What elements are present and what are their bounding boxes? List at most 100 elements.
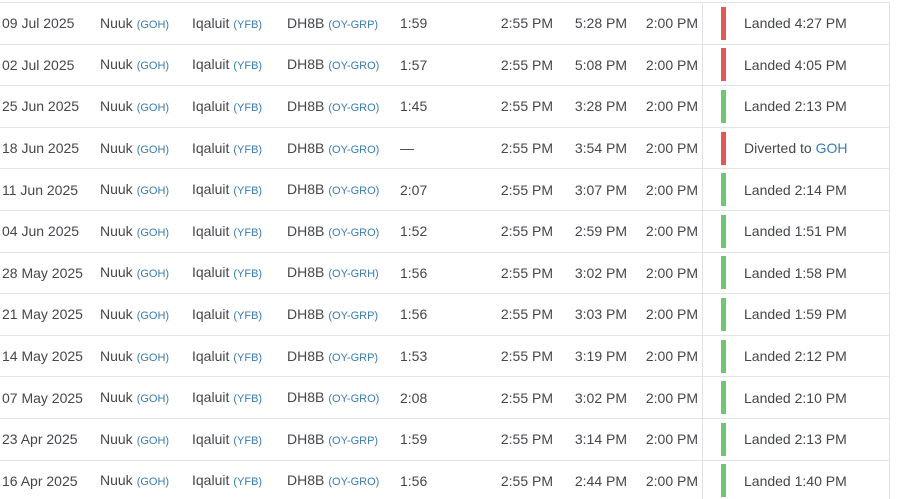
status-color-bar bbox=[721, 256, 726, 290]
destination-airport-code-link[interactable]: (YFB) bbox=[233, 268, 263, 281]
scheduled-arrival-time: 2:00 PM bbox=[645, 264, 698, 281]
origin-cell: Nuuk (GOH) bbox=[100, 57, 192, 72]
flight-history-row: 28 May 2025 Nuuk (GOH) Iqaluit (YFB) DH8B(… bbox=[0, 251, 889, 294]
status-text: Landed 4:05 PM bbox=[744, 58, 847, 72]
origin-airport-code-link[interactable]: (GOH) bbox=[136, 351, 170, 364]
aircraft-registration-link[interactable]: (OY-GRO) bbox=[328, 393, 380, 406]
destination-airport-code-link[interactable]: (YFB) bbox=[233, 185, 263, 198]
status-text: Landed 1:58 PM bbox=[744, 266, 847, 280]
origin-city: Nuuk bbox=[100, 222, 133, 239]
status-cell: Landed 1:59 PM bbox=[702, 294, 890, 335]
status-label: Landed 2:10 PM bbox=[744, 389, 847, 406]
aircraft-cell: DH8B (OY-GRO) bbox=[287, 390, 400, 405]
flight-time: 1:56 bbox=[400, 472, 428, 489]
destination-airport-code-link[interactable]: (YFB) bbox=[233, 476, 263, 489]
flight-date: 16 Apr 2025 bbox=[2, 472, 78, 489]
destination-airport-code-link[interactable]: (YFB) bbox=[233, 143, 263, 156]
origin-city: Nuuk bbox=[100, 472, 133, 489]
scheduled-departure-time: 2:55 PM bbox=[500, 306, 553, 323]
aircraft-registration-link[interactable]: (OY-GRP) bbox=[328, 351, 379, 364]
aircraft-type: DH8B bbox=[287, 56, 325, 73]
flight-history-row: 04 Jun 2025 Nuuk (GOH) Iqaluit (YFB) DH8B(… bbox=[0, 209, 889, 252]
flight-date: 14 May 2025 bbox=[2, 348, 83, 365]
scheduled-departure-time: 2:55 PM bbox=[500, 15, 553, 32]
flight-history-row: 02 Jul 2025 Nuuk (GOH) Iqaluit (YFB) DH8B(… bbox=[0, 43, 889, 86]
scheduled-arrival-time: 2:00 PM bbox=[645, 56, 698, 73]
aircraft-registration-link[interactable]: (OY-GRO) bbox=[328, 60, 380, 73]
actual-departure-time: 5:28 PM bbox=[574, 15, 627, 32]
status-cell: Landed 2:12 PM bbox=[702, 335, 890, 377]
scheduled-arrival-time: 2:00 PM bbox=[645, 431, 698, 448]
origin-airport-code-link[interactable]: (GOH) bbox=[136, 60, 170, 73]
status-label: Landed 4:27 PM bbox=[744, 15, 847, 32]
aircraft-cell: DH8B (OY-GRO) bbox=[287, 141, 400, 156]
origin-airport-code-link[interactable]: (GOH) bbox=[136, 393, 170, 406]
status-cell: Landed 1:40 PM bbox=[702, 460, 890, 499]
aircraft-registration-link[interactable]: (OY-GRO) bbox=[328, 185, 380, 198]
destination-cell: Iqaluit (YFB) bbox=[192, 141, 287, 156]
destination-airport-code-link[interactable]: (YFB) bbox=[233, 309, 263, 322]
status-cell: Diverted to GOH bbox=[702, 127, 890, 169]
aircraft-registration-link[interactable]: (OY-GRP) bbox=[328, 18, 379, 31]
origin-airport-code-link[interactable]: (GOH) bbox=[136, 268, 170, 281]
aircraft-registration-link[interactable]: (OY-GRO) bbox=[328, 226, 380, 239]
aircraft-registration-link[interactable]: (OY-GRP) bbox=[328, 309, 379, 322]
aircraft-registration-link[interactable]: (OY-GRO) bbox=[328, 143, 380, 156]
aircraft-registration-link[interactable]: (OY-GRH) bbox=[328, 268, 379, 281]
origin-cell: Nuuk (GOH) bbox=[100, 141, 192, 156]
flight-history-row: 07 May 2025 Nuuk (GOH) Iqaluit (YFB) DH8B(… bbox=[0, 376, 889, 418]
origin-city: Nuuk bbox=[100, 347, 133, 364]
aircraft-cell: DH8B (OY-GRO) bbox=[287, 473, 400, 488]
actual-departure-time: 3:02 PM bbox=[574, 264, 627, 281]
origin-airport-code-link[interactable]: (GOH) bbox=[136, 185, 170, 198]
origin-airport-code-link[interactable]: (GOH) bbox=[136, 18, 170, 31]
flight-date: 23 Apr 2025 bbox=[2, 431, 78, 448]
flight-history-row: 11 Jun 2025 Nuuk (GOH) Iqaluit (YFB) DH8B(… bbox=[0, 168, 889, 210]
status-color-bar bbox=[721, 339, 726, 373]
aircraft-registration-link[interactable]: (OY-GRO) bbox=[328, 476, 380, 489]
destination-airport-code-link[interactable]: (YFB) bbox=[233, 60, 263, 73]
aircraft-cell: DH8B (OY-GRO) bbox=[287, 224, 400, 239]
origin-city: Nuuk bbox=[100, 430, 133, 447]
flight-date: 07 May 2025 bbox=[2, 389, 83, 406]
status-color-bar bbox=[721, 131, 726, 165]
status-color-bar bbox=[721, 422, 726, 456]
destination-city: Iqaluit bbox=[192, 347, 230, 364]
scheduled-departure-time: 2:55 PM bbox=[500, 348, 553, 365]
scheduled-arrival-time: 2:00 PM bbox=[645, 306, 698, 323]
scheduled-departure-time: 2:55 PM bbox=[500, 181, 553, 198]
aircraft-type: DH8B bbox=[287, 472, 325, 489]
origin-cell: Nuuk (GOH) bbox=[100, 16, 192, 31]
status-text: Landed 2:10 PM bbox=[744, 391, 847, 405]
destination-airport-code-link[interactable]: (YFB) bbox=[233, 393, 263, 406]
origin-airport-code-link[interactable]: (GOH) bbox=[136, 101, 170, 114]
destination-cell: Iqaluit (YFB) bbox=[192, 432, 287, 447]
aircraft-registration-link[interactable]: (OY-GRO) bbox=[328, 101, 380, 114]
status-label: Landed 2:13 PM bbox=[744, 98, 847, 115]
flight-date: 09 Jul 2025 bbox=[2, 15, 75, 32]
status-color-bar bbox=[721, 464, 726, 498]
flight-time: 2:07 bbox=[400, 181, 428, 198]
diverted-airport-link[interactable]: GOH bbox=[815, 140, 848, 157]
status-color-bar bbox=[721, 214, 726, 248]
destination-city: Iqaluit bbox=[192, 472, 230, 489]
destination-airport-code-link[interactable]: (YFB) bbox=[233, 434, 263, 447]
destination-cell: Iqaluit (YFB) bbox=[192, 390, 287, 405]
status-label: Landed 1:51 PM bbox=[744, 223, 847, 240]
aircraft-registration-link[interactable]: (OY-GRP) bbox=[328, 434, 379, 447]
origin-airport-code-link[interactable]: (GOH) bbox=[136, 226, 170, 239]
origin-airport-code-link[interactable]: (GOH) bbox=[136, 309, 170, 322]
origin-cell: Nuuk (GOH) bbox=[100, 473, 192, 488]
aircraft-type: DH8B bbox=[287, 97, 325, 114]
origin-airport-code-link[interactable]: (GOH) bbox=[136, 476, 170, 489]
destination-airport-code-link[interactable]: (YFB) bbox=[233, 101, 263, 114]
origin-airport-code-link[interactable]: (GOH) bbox=[136, 434, 170, 447]
destination-airport-code-link[interactable]: (YFB) bbox=[233, 226, 263, 239]
origin-airport-code-link[interactable]: (GOH) bbox=[136, 143, 170, 156]
flight-history-row: 23 Apr 2025 Nuuk (GOH) Iqaluit (YFB) DH8B(… bbox=[0, 417, 889, 460]
flight-date: 28 May 2025 bbox=[2, 264, 83, 281]
origin-city: Nuuk bbox=[100, 181, 133, 198]
scheduled-arrival-time: 2:00 PM bbox=[645, 181, 698, 198]
destination-airport-code-link[interactable]: (YFB) bbox=[233, 351, 263, 364]
destination-airport-code-link[interactable]: (YFB) bbox=[233, 18, 263, 31]
